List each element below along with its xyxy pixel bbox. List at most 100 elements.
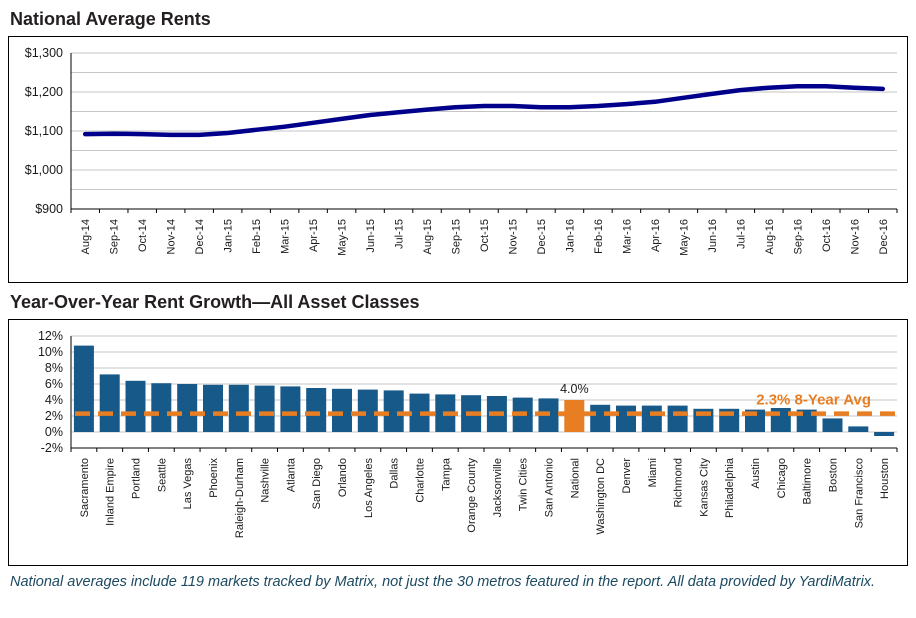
- bar-seattle: [151, 383, 172, 432]
- bar-portland: [125, 380, 146, 432]
- svg-text:Nov-14: Nov-14: [166, 219, 178, 254]
- growth-bar-chart-svg: 12% 10% 8% 6% 4% 2% 0% -2% 2.3% 8-Year Avg 4.0% Sa…: [38, 329, 898, 538]
- svg-text:Chicago: Chicago: [776, 458, 788, 498]
- svg-text:Las Vegas: Las Vegas: [182, 458, 194, 510]
- svg-text:Tampa: Tampa: [440, 457, 452, 491]
- bar-las-vegas: [177, 384, 198, 432]
- svg-text:Apr-16: Apr-16: [650, 219, 662, 252]
- bar-dallas: [383, 390, 404, 432]
- svg-text:12%: 12%: [38, 329, 63, 343]
- rent-line-chart-svg: $900 $1,000 $1,100 $1,200 $1,300 Aug-14 Sep-14…: [25, 46, 898, 256]
- svg-text:Kansas City: Kansas City: [698, 458, 710, 517]
- svg-text:Seattle: Seattle: [156, 458, 168, 492]
- svg-text:$1,000: $1,000: [25, 163, 63, 177]
- svg-text:4%: 4%: [45, 393, 63, 407]
- svg-text:Sep-15: Sep-15: [451, 219, 463, 254]
- bar-phoenix: [203, 384, 223, 432]
- bar-los-angeles: [357, 389, 378, 432]
- svg-text:Inland Empire: Inland Empire: [105, 458, 117, 526]
- bar-san-francisco: [848, 426, 869, 432]
- growth-axes: [70, 336, 898, 452]
- bar-sacramento: [73, 345, 94, 432]
- svg-text:Apr-15: Apr-15: [308, 219, 320, 252]
- svg-text:Dallas: Dallas: [389, 458, 401, 489]
- svg-text:Jun-15: Jun-15: [365, 219, 377, 253]
- svg-text:Aug-15: Aug-15: [422, 219, 434, 254]
- growth-x-axis-labels: Sacramento Inland Empire Portland Seattle La…: [79, 457, 891, 538]
- rent-chart-panel: $900 $1,000 $1,100 $1,200 $1,300 Aug-14 Sep-14…: [8, 36, 908, 283]
- svg-text:Baltimore: Baltimore: [802, 458, 814, 504]
- svg-text:Jan-15: Jan-15: [223, 219, 235, 253]
- svg-text:Oct-16: Oct-16: [821, 219, 833, 252]
- growth-y-axis-labels: 12% 10% 8% 6% 4% 2% 0% -2%: [38, 329, 63, 455]
- svg-text:Jan-16: Jan-16: [564, 219, 576, 253]
- rent-gridlines: [71, 52, 897, 190]
- svg-text:2%: 2%: [45, 409, 63, 423]
- bar-orlando: [332, 388, 352, 432]
- footnote: National averages include 119 markets tr…: [10, 574, 876, 590]
- national-bar-value-label: 4.0%: [560, 382, 589, 396]
- svg-text:Richmond: Richmond: [673, 458, 685, 508]
- svg-text:San Francisco: San Francisco: [853, 458, 865, 528]
- svg-text:Miami: Miami: [647, 458, 659, 487]
- svg-text:Atlanta: Atlanta: [285, 457, 297, 492]
- svg-text:Jun-16: Jun-16: [707, 219, 719, 253]
- svg-text:Charlotte: Charlotte: [414, 458, 426, 503]
- rent-chart-title: National Average Rents: [10, 9, 211, 29]
- svg-text:Dec-15: Dec-15: [536, 219, 548, 254]
- bar-san-diego: [306, 388, 327, 432]
- svg-text:Austin: Austin: [750, 458, 762, 489]
- svg-text:Dec-16: Dec-16: [878, 219, 890, 254]
- svg-text:8%: 8%: [45, 361, 63, 375]
- svg-text:6%: 6%: [45, 377, 63, 391]
- svg-text:Raleigh-Durham: Raleigh-Durham: [234, 458, 246, 538]
- bar-richmond: [667, 405, 688, 432]
- bar-inland-empire: [99, 374, 120, 432]
- avg-line-label: 2.3% 8-Year Avg: [756, 392, 871, 409]
- svg-text:Aug-14: Aug-14: [80, 219, 92, 254]
- svg-text:0%: 0%: [45, 425, 63, 439]
- svg-text:San Antonio: San Antonio: [544, 458, 556, 517]
- svg-text:Nov-15: Nov-15: [507, 219, 519, 254]
- svg-text:$1,100: $1,100: [25, 124, 63, 138]
- svg-text:May-16: May-16: [678, 219, 690, 256]
- svg-text:10%: 10%: [38, 345, 63, 359]
- svg-text:Mar-15: Mar-15: [280, 219, 292, 254]
- rent-y-axis-labels: $900 $1,000 $1,100 $1,200 $1,300: [25, 46, 63, 216]
- rent-line-series: [82, 83, 886, 138]
- bar-national: [564, 400, 585, 432]
- svg-text:Houston: Houston: [879, 458, 891, 499]
- svg-text:Portland: Portland: [131, 458, 143, 499]
- svg-text:Orlando: Orlando: [337, 458, 349, 497]
- svg-text:Twin Cities: Twin Cities: [518, 458, 530, 512]
- svg-text:Jacksonville: Jacksonville: [492, 458, 504, 517]
- svg-text:Dec-14: Dec-14: [194, 219, 206, 254]
- svg-text:$1,200: $1,200: [25, 85, 63, 99]
- svg-text:$1,300: $1,300: [25, 46, 63, 60]
- svg-text:Mar-16: Mar-16: [621, 219, 633, 254]
- bar-raleigh-durham: [228, 384, 249, 432]
- svg-text:San Diego: San Diego: [311, 458, 323, 509]
- svg-text:Jul-15: Jul-15: [394, 219, 406, 249]
- rent-axes: [70, 53, 898, 213]
- bar-charlotte: [409, 393, 430, 432]
- bar-denver: [616, 405, 636, 432]
- bar-nashville: [254, 385, 275, 432]
- svg-text:Oct-15: Oct-15: [479, 219, 491, 252]
- svg-text:$900: $900: [35, 202, 63, 216]
- svg-text:Nov-16: Nov-16: [849, 219, 861, 254]
- svg-text:Feb-15: Feb-15: [251, 219, 263, 254]
- rent-x-axis-labels: Aug-14 Sep-14 Oct-14 Nov-14 Dec-14 Jan-15 Feb-…: [80, 219, 890, 256]
- svg-text:Washington DC: Washington DC: [595, 458, 607, 535]
- growth-chart-panel: 12% 10% 8% 6% 4% 2% 0% -2% 2.3% 8-Year Avg 4.0% Sa…: [8, 319, 908, 566]
- svg-text:Aug-16: Aug-16: [764, 219, 776, 254]
- svg-text:Jul-16: Jul-16: [735, 219, 747, 249]
- svg-text:Boston: Boston: [827, 458, 839, 492]
- svg-text:Nashville: Nashville: [260, 458, 272, 503]
- bar-miami: [641, 405, 662, 432]
- svg-text:Sep-14: Sep-14: [109, 219, 121, 254]
- bar-boston: [822, 418, 843, 432]
- svg-text:Philadelphia: Philadelphia: [724, 457, 736, 518]
- bar-washington-dc: [590, 404, 611, 432]
- growth-chart-title: Year-Over-Year Rent Growth—All Asset Cla…: [10, 292, 420, 312]
